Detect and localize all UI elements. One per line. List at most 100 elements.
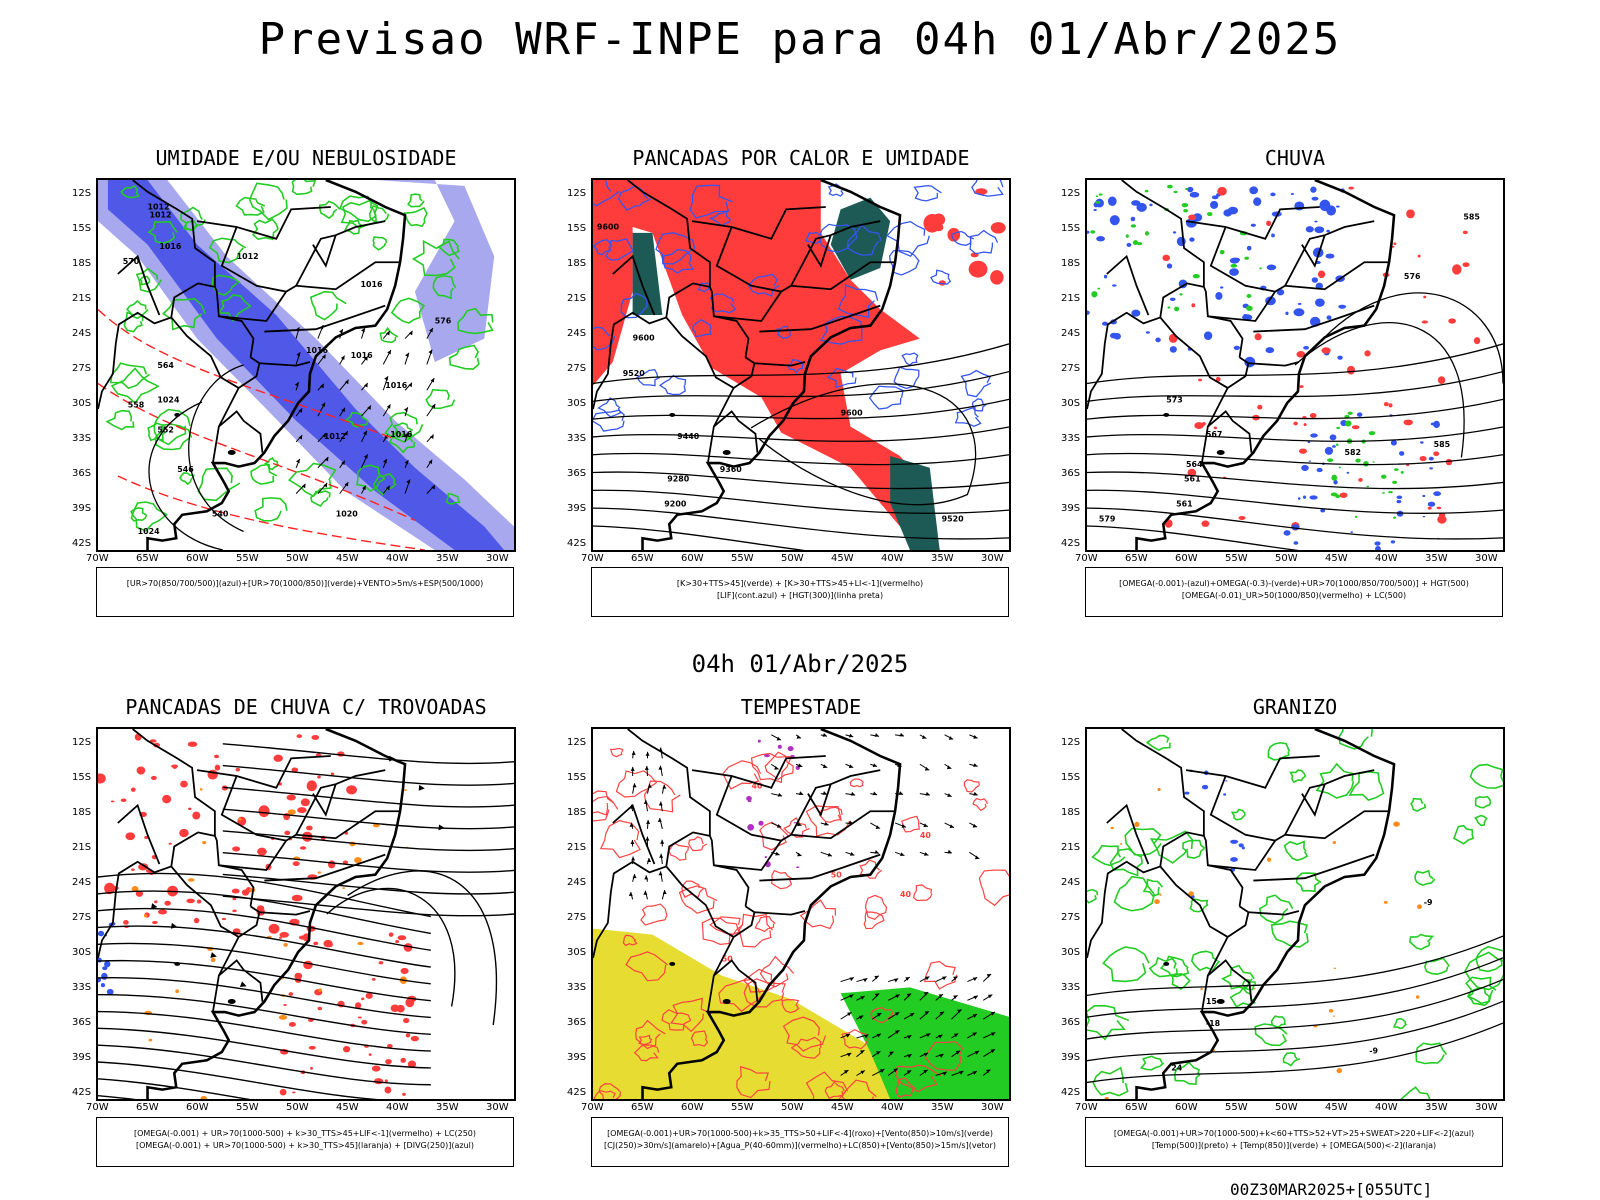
wind-vectors-vector-head — [849, 852, 855, 856]
rain-green-cell — [1090, 184, 1262, 312]
wind-vectors-vector-head — [430, 378, 435, 383]
political-border — [1087, 311, 1161, 410]
lat-tick-label: 39S — [567, 1052, 587, 1063]
main-title: Previsao WRF-INPE para 04h 01/Abr/2025 — [258, 14, 1342, 65]
height-contour — [1087, 525, 1299, 550]
water-contour-contour — [799, 899, 837, 930]
rain-blue-cell-cell — [1232, 257, 1241, 263]
pressure-contour — [148, 401, 223, 550]
temp850-contour-contour — [1348, 771, 1385, 802]
height-contour — [1087, 398, 1503, 420]
thunder-red-cell-cell — [292, 1091, 296, 1094]
political-border — [713, 905, 756, 977]
rain-blue-cell-cell — [1320, 508, 1326, 513]
rain-green-cell-cell — [1382, 492, 1386, 494]
wind-vectors-vector-head — [876, 1013, 882, 1017]
rain-red-cell-cell — [1462, 262, 1470, 268]
thunder-red-cell-cell — [317, 1006, 323, 1011]
lat-tick-label: 15S — [1061, 223, 1081, 234]
streamlines-line — [326, 887, 456, 1007]
wind-vectors-vector-head — [298, 408, 303, 413]
rain-blue-cell-cell — [1096, 236, 1105, 242]
lat-tick-label: 39S — [567, 503, 587, 514]
political-border — [1159, 865, 1229, 938]
temp850-contour-contour — [1148, 956, 1178, 978]
thunder-red-cell-cell — [232, 846, 241, 852]
map-plot — [96, 727, 516, 1101]
political-border — [754, 361, 806, 367]
streamlines-line — [98, 907, 431, 951]
thunder-red-cell-cell — [98, 773, 106, 784]
lat-tick-label: 18S — [72, 258, 92, 269]
wind-vectors-vector-head — [846, 1053, 852, 1057]
contour-label: 9520 — [623, 369, 646, 378]
streamlines-line — [222, 895, 514, 917]
temp500-contour — [1087, 1000, 1503, 1062]
political-border — [1106, 803, 1150, 865]
lon-tick-label: 70W — [581, 553, 604, 564]
lat-tick-label: 36S — [72, 1017, 92, 1028]
legend-line: [OMEGA(-0.001) + UR>70(1000-500) + k>30_… — [133, 1129, 477, 1138]
rain-green-cell-cell — [1331, 474, 1338, 481]
thunder-red-cell-cell — [288, 1022, 296, 1027]
low-level-humidity-contour — [263, 457, 279, 471]
rain-red-cell-cell — [1427, 506, 1432, 510]
temp850-contour-contour — [1242, 979, 1256, 991]
thunder-red-cell-cell — [168, 842, 172, 845]
height-contour — [1087, 343, 1503, 385]
rain-green-cell-cell — [1363, 460, 1369, 467]
temp500-contour — [1087, 978, 1503, 1040]
water-contour-contour — [622, 934, 638, 947]
lon-tick-label: 40W — [1375, 553, 1398, 564]
thunder-red-cell-cell — [371, 1065, 381, 1072]
wind-vectors-vector-head — [864, 1034, 869, 1039]
storm-purple-cell-cell — [758, 820, 764, 826]
rain-blue-cell-cell — [1185, 218, 1197, 228]
legend-box: [OMEGA(-0.001)+UR>70(1000-500)+k>35_TTS>… — [591, 1117, 1009, 1167]
rain-blue-cell-cell — [1305, 226, 1314, 233]
omega-orange-cell-cell — [1253, 987, 1256, 990]
wind-vectors-vector-head — [924, 766, 930, 771]
wind-vectors-vector-head — [849, 994, 854, 999]
lon-tick-label: 50W — [286, 1102, 309, 1113]
thunder-red-cell-cell — [214, 764, 221, 771]
lat-tick-label: 24S — [72, 328, 92, 339]
wind-vectors-vector-head — [972, 977, 978, 982]
lat-tick-label: 42S — [1061, 1087, 1081, 1098]
rain-red-cell-cell — [1298, 448, 1308, 454]
lon-tick-label: 60W — [186, 1102, 209, 1113]
coastline — [1135, 729, 1396, 1099]
water-contour-contour — [633, 1044, 660, 1062]
water-contour-contour — [722, 760, 762, 790]
rain-green-cell-cell — [1400, 470, 1404, 474]
low-level-humidity-contour — [388, 430, 416, 454]
rain-blue-cell-cell — [1350, 531, 1354, 534]
storm-purple-cell — [746, 739, 800, 869]
rain-blue-cell-cell — [1107, 196, 1117, 206]
thunder-orange-cell-cell — [131, 885, 139, 892]
political-border — [713, 356, 756, 428]
streamlines-line — [98, 1078, 251, 1099]
rain-blue-cell-cell — [1270, 192, 1276, 197]
rain-red-cell-cell — [1194, 422, 1204, 429]
rain-red-cell-cell — [1403, 419, 1413, 426]
rain-blue-cell-cell — [1375, 545, 1381, 550]
thunder-red-cell-cell — [273, 754, 283, 762]
thunder-red-cell-cell — [395, 939, 400, 944]
lat-tick-label: 30S — [1061, 398, 1081, 409]
lon-tick-label: 55W — [1225, 553, 1248, 564]
political-border — [1253, 304, 1375, 333]
thunder-red-cell-cell — [299, 846, 307, 850]
thunder-red-cell-cell — [305, 825, 313, 831]
wind-vectors-vector-head — [429, 434, 434, 440]
rain-blue-cell-cell — [1130, 216, 1136, 222]
divergence-blue-cell-cell — [101, 972, 108, 980]
wind-vectors-vector-head — [643, 799, 648, 804]
temp850-contour-contour — [1474, 814, 1488, 827]
political-border — [1185, 755, 1320, 789]
lat-tick-label: 27S — [72, 912, 92, 923]
water-contour-contour — [643, 780, 681, 813]
low-level-humidity-contour — [319, 200, 341, 220]
wind-vectors-vector-head — [895, 994, 900, 999]
political-border — [707, 410, 759, 464]
